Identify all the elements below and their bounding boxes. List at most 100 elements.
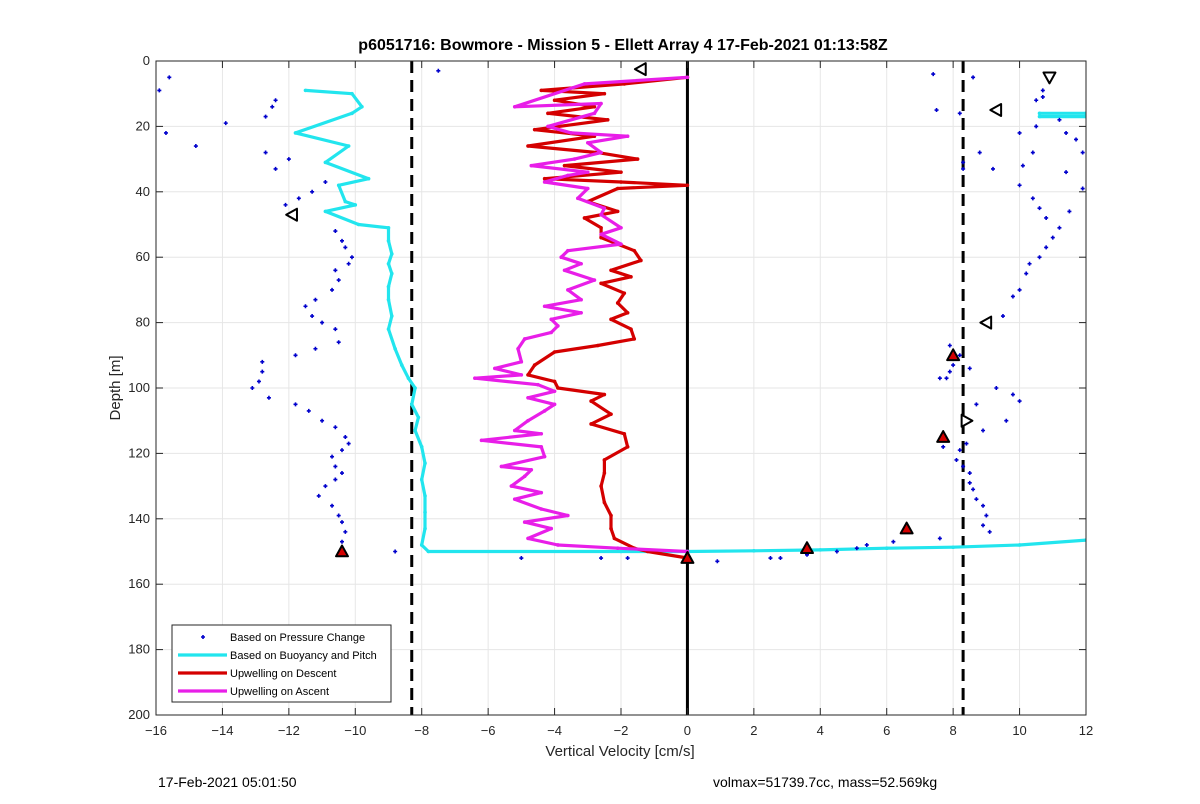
- data-point: [1010, 294, 1015, 299]
- footer-timestamp: 17-Feb-2021 05:01:50: [158, 774, 297, 790]
- triangle-marker: [899, 521, 914, 535]
- series-vertex: [552, 389, 557, 394]
- series-buoyancy-upper-segment: [1037, 111, 1086, 119]
- data-point: [163, 130, 168, 135]
- series-vertex: [1037, 114, 1042, 119]
- legend-label: Upwelling on Descent: [230, 668, 336, 680]
- data-point: [1010, 392, 1015, 397]
- y-tick-label: 40: [136, 184, 150, 199]
- y-tick-label: 60: [136, 249, 150, 264]
- series-vertex: [556, 386, 560, 390]
- data-point: [1044, 245, 1049, 250]
- series-vertex: [413, 428, 417, 433]
- data-point: [340, 448, 344, 453]
- x-tick-label: −8: [414, 723, 429, 738]
- data-point: [974, 497, 979, 502]
- series-vertex: [884, 546, 889, 551]
- y-tick-label: 140: [128, 511, 150, 526]
- data-point: [768, 556, 773, 561]
- data-point: [283, 202, 288, 207]
- series-vertex: [539, 88, 544, 93]
- x-tick-label: 12: [1079, 723, 1093, 738]
- series-vertex: [602, 458, 607, 462]
- triangle-marker: [979, 315, 993, 330]
- series-vertex: [599, 281, 603, 286]
- series-vertex: [516, 346, 520, 351]
- data-point: [1017, 399, 1022, 404]
- series-vertex: [529, 467, 534, 472]
- data-point: [937, 536, 942, 541]
- series-vertex: [582, 216, 587, 220]
- series-vertex: [635, 157, 640, 161]
- series-vertex: [539, 431, 544, 436]
- series-vertex: [512, 497, 517, 501]
- series-vertex: [685, 183, 690, 188]
- series-vertex: [343, 199, 348, 204]
- series-vertex: [360, 104, 364, 109]
- series-vertex: [293, 131, 298, 135]
- tick-labels: −16 −14 −12 −10 −8 −6 −4 −2 0 2 4 6 8 10 1202040608010…: [128, 53, 1093, 738]
- x-axis-label: Vertical Velocity [cm/s]: [545, 743, 694, 760]
- data-point: [1067, 209, 1072, 214]
- data-point: [1034, 98, 1039, 103]
- series-vertex: [599, 101, 603, 106]
- series-vertex: [492, 366, 497, 371]
- series-vertex: [542, 304, 547, 309]
- data-point: [1080, 186, 1085, 191]
- data-point: [340, 520, 344, 525]
- series-vertex: [609, 526, 613, 531]
- y-tick-label: 180: [128, 642, 150, 657]
- data-point: [944, 376, 949, 381]
- series-vertex: [609, 317, 613, 322]
- series-vertex: [609, 513, 613, 518]
- series-vertex: [386, 225, 391, 230]
- series-vertex: [542, 409, 547, 413]
- data-point: [273, 166, 278, 171]
- x-tick-label: −2: [614, 723, 629, 738]
- data-point: [981, 503, 986, 508]
- data-point: [947, 343, 952, 348]
- data-point: [1024, 271, 1029, 276]
- series-vertex: [599, 232, 603, 237]
- reference-lines: [410, 61, 965, 715]
- triangle-marker: [335, 544, 349, 558]
- data-point: [260, 369, 265, 374]
- series-vertex: [625, 310, 630, 315]
- series-vertex: [552, 379, 557, 384]
- series-vertex: [632, 248, 637, 253]
- series-vertex: [556, 543, 560, 547]
- legend-label: Upwelling on Ascent: [230, 686, 329, 698]
- series-vertex: [566, 513, 570, 518]
- triangle-marker: [285, 207, 298, 222]
- data-point: [260, 359, 265, 364]
- y-tick-label: 100: [128, 380, 150, 395]
- data-point: [333, 425, 338, 430]
- data-point: [1040, 94, 1045, 99]
- data-point: [320, 320, 325, 325]
- series-vertex: [546, 124, 550, 129]
- series-vertex: [559, 255, 564, 259]
- series-vertex: [386, 239, 391, 243]
- x-tick-label: −12: [278, 723, 300, 738]
- data-point: [1030, 196, 1035, 201]
- data-point: [310, 314, 315, 319]
- series-vertex: [576, 196, 580, 201]
- x-tick-label: −10: [344, 723, 366, 738]
- data-point: [957, 448, 962, 453]
- footer-volmax-mass: volmax=51739.7cc, mass=52.569kg: [713, 774, 938, 790]
- data-point: [1027, 261, 1032, 266]
- series-vertex: [526, 144, 530, 148]
- data-point: [625, 556, 630, 561]
- series-vertex: [509, 484, 514, 488]
- data-point: [957, 353, 962, 358]
- legend-box: [171, 624, 392, 703]
- series-vertex: [406, 376, 411, 380]
- series-vertex: [609, 412, 613, 416]
- data-point: [349, 255, 354, 260]
- series-vertex: [556, 324, 560, 328]
- legend-swatch: [201, 635, 205, 639]
- series-vertex: [413, 386, 417, 390]
- series-vertex: [526, 396, 530, 400]
- data-point: [599, 556, 604, 561]
- series-vertex: [599, 150, 603, 155]
